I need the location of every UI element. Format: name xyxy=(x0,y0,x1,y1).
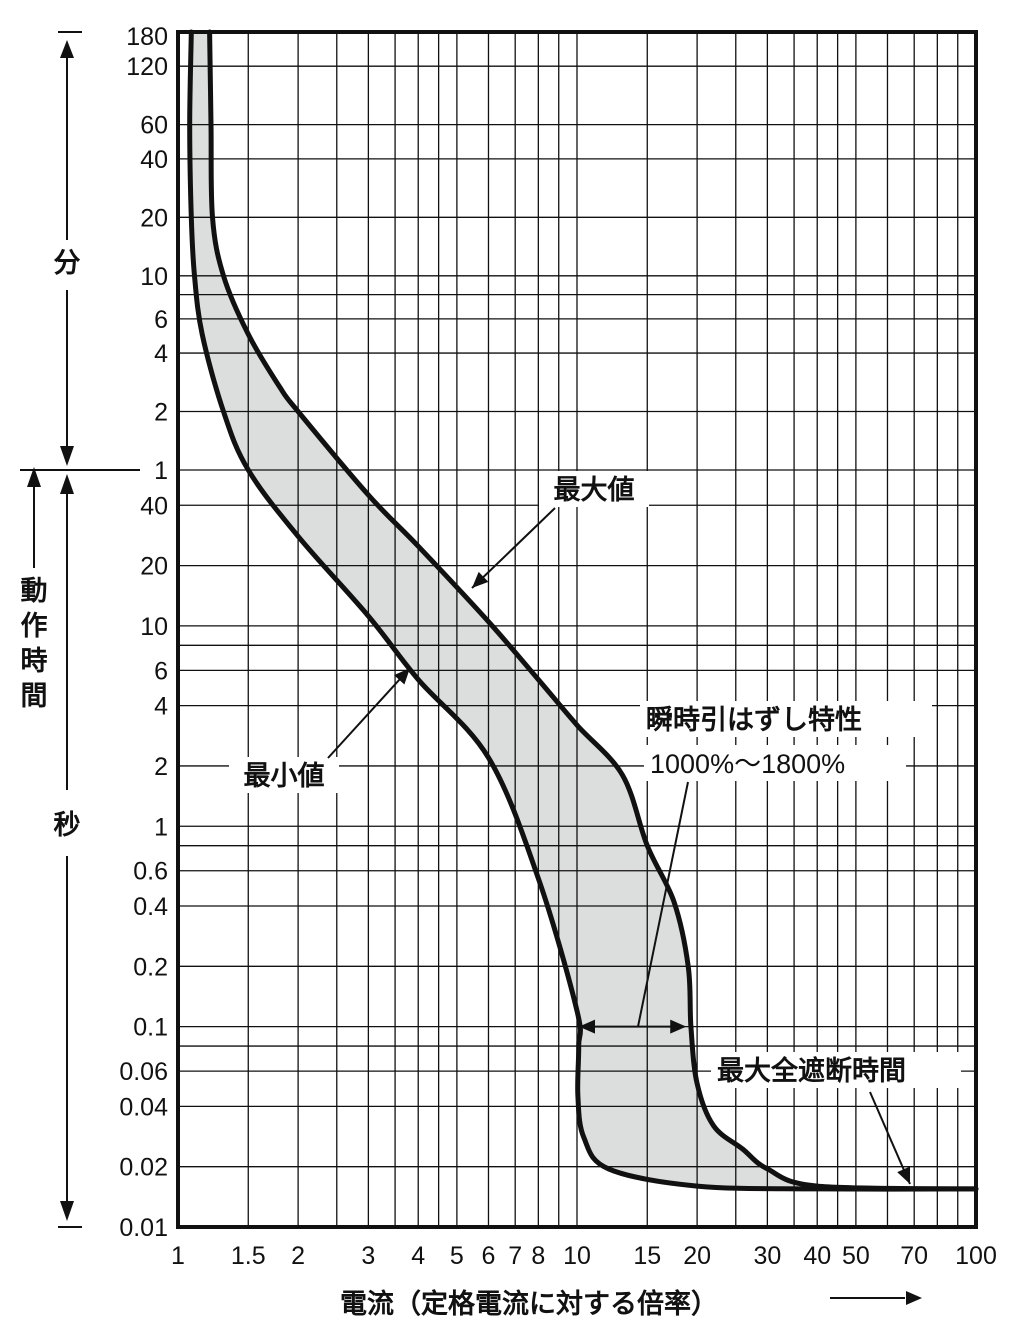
y-tick-label: 2 xyxy=(154,399,168,427)
y-tick-label: 40 xyxy=(140,146,168,174)
instant-trip-label-bg xyxy=(640,701,932,737)
plot-frame xyxy=(176,30,978,1229)
y-tick-label: 6 xyxy=(154,657,168,685)
y-tick-label: 20 xyxy=(140,553,168,581)
minutes-label: 分 xyxy=(54,248,81,279)
y-tick-label: 0.02 xyxy=(119,1154,168,1182)
seconds-up-arrow xyxy=(60,474,74,494)
x-tick-label: 5 xyxy=(450,1242,464,1270)
instant-trip-leader xyxy=(637,781,689,1027)
y-tick-label: 10 xyxy=(140,263,168,291)
y-tick-label: 0.1 xyxy=(133,1014,168,1042)
operating-time-label: 動作時間 xyxy=(21,576,48,712)
instant-trip-right-arrowhead xyxy=(670,1019,687,1034)
x-tick-label: 6 xyxy=(482,1242,496,1270)
max-total-clear-leader xyxy=(869,1091,911,1185)
max-value-arrowhead xyxy=(472,571,489,588)
minutes-down-arrow xyxy=(60,446,74,466)
max-curve xyxy=(207,29,979,1192)
y-tick-label: 6 xyxy=(154,306,168,334)
x-tick-label: 4 xyxy=(411,1242,425,1270)
max-value-label-bg xyxy=(539,471,649,507)
x-axis-arrowhead xyxy=(906,1291,922,1305)
x-tick-label: 40 xyxy=(803,1242,831,1270)
x-tick-label: 20 xyxy=(683,1242,711,1270)
x-tick-label: 8 xyxy=(531,1242,545,1270)
seconds-label: 秒 xyxy=(54,810,81,841)
seconds-down-arrow xyxy=(60,1201,74,1221)
y-tick-label: 1 xyxy=(154,457,168,485)
y-tick-label: 0.01 xyxy=(119,1214,168,1242)
operating-time-up-arrow xyxy=(27,467,41,487)
y-tick-label: 120 xyxy=(126,53,168,81)
y-tick-label: 0.4 xyxy=(133,893,168,921)
y-tick-label: 60 xyxy=(140,112,168,140)
x-tick-label: 1.5 xyxy=(231,1242,266,1270)
x-tick-label: 3 xyxy=(361,1242,375,1270)
y-tick-label: 0.04 xyxy=(119,1093,168,1121)
x-tick-label: 7 xyxy=(508,1242,522,1270)
min-value-label-bg xyxy=(229,757,339,793)
max-value-label: 最大値 xyxy=(554,475,635,506)
y-tick-label: 0.2 xyxy=(133,953,168,981)
y-tick-label: 0.06 xyxy=(119,1058,168,1086)
y-tick-label: 180 xyxy=(126,23,168,51)
y-tick-label: 10 xyxy=(140,613,168,641)
x-tick-label: 70 xyxy=(900,1242,928,1270)
y-tick-label: 20 xyxy=(140,204,168,232)
min-value-leader xyxy=(327,667,411,759)
x-tick-label: 50 xyxy=(842,1242,870,1270)
x-tick-label: 100 xyxy=(955,1242,997,1270)
instant-trip-range-label-bg xyxy=(644,745,906,781)
min-value-arrowhead xyxy=(394,668,410,685)
y-tick-label: 0.6 xyxy=(133,858,168,886)
instant-trip-range-label: 1000%〜1800% xyxy=(650,749,845,779)
x-axis-label: 電流（定格電流に対する倍率） xyxy=(340,1288,718,1320)
x-tick-label: 2 xyxy=(291,1242,305,1270)
min-value-label: 最小値 xyxy=(244,761,325,792)
x-tick-label: 1 xyxy=(171,1242,185,1270)
max-total-clear-arrowhead xyxy=(897,1166,911,1184)
y-tick-label: 40 xyxy=(140,492,168,520)
max-value-leader xyxy=(471,507,556,589)
max-total-clear-label-bg xyxy=(711,1052,961,1088)
x-tick-label: 10 xyxy=(563,1242,591,1270)
y-tick-label: 4 xyxy=(154,340,168,368)
instant-trip-left-arrowhead xyxy=(579,1019,595,1034)
y-tick-label: 1 xyxy=(154,813,168,841)
minutes-up-arrow xyxy=(60,40,74,58)
y-tick-label: 2 xyxy=(154,753,168,781)
x-tick-label: 30 xyxy=(753,1242,781,1270)
x-tick-label: 15 xyxy=(633,1242,661,1270)
min-curve xyxy=(187,29,979,1192)
max-total-clear-label: 最大全遮断時間 xyxy=(717,1055,906,1087)
y-tick-label: 4 xyxy=(154,693,168,721)
trip-band-area xyxy=(189,32,976,1190)
instant-trip-label: 瞬時引はずし特性 xyxy=(646,705,862,736)
